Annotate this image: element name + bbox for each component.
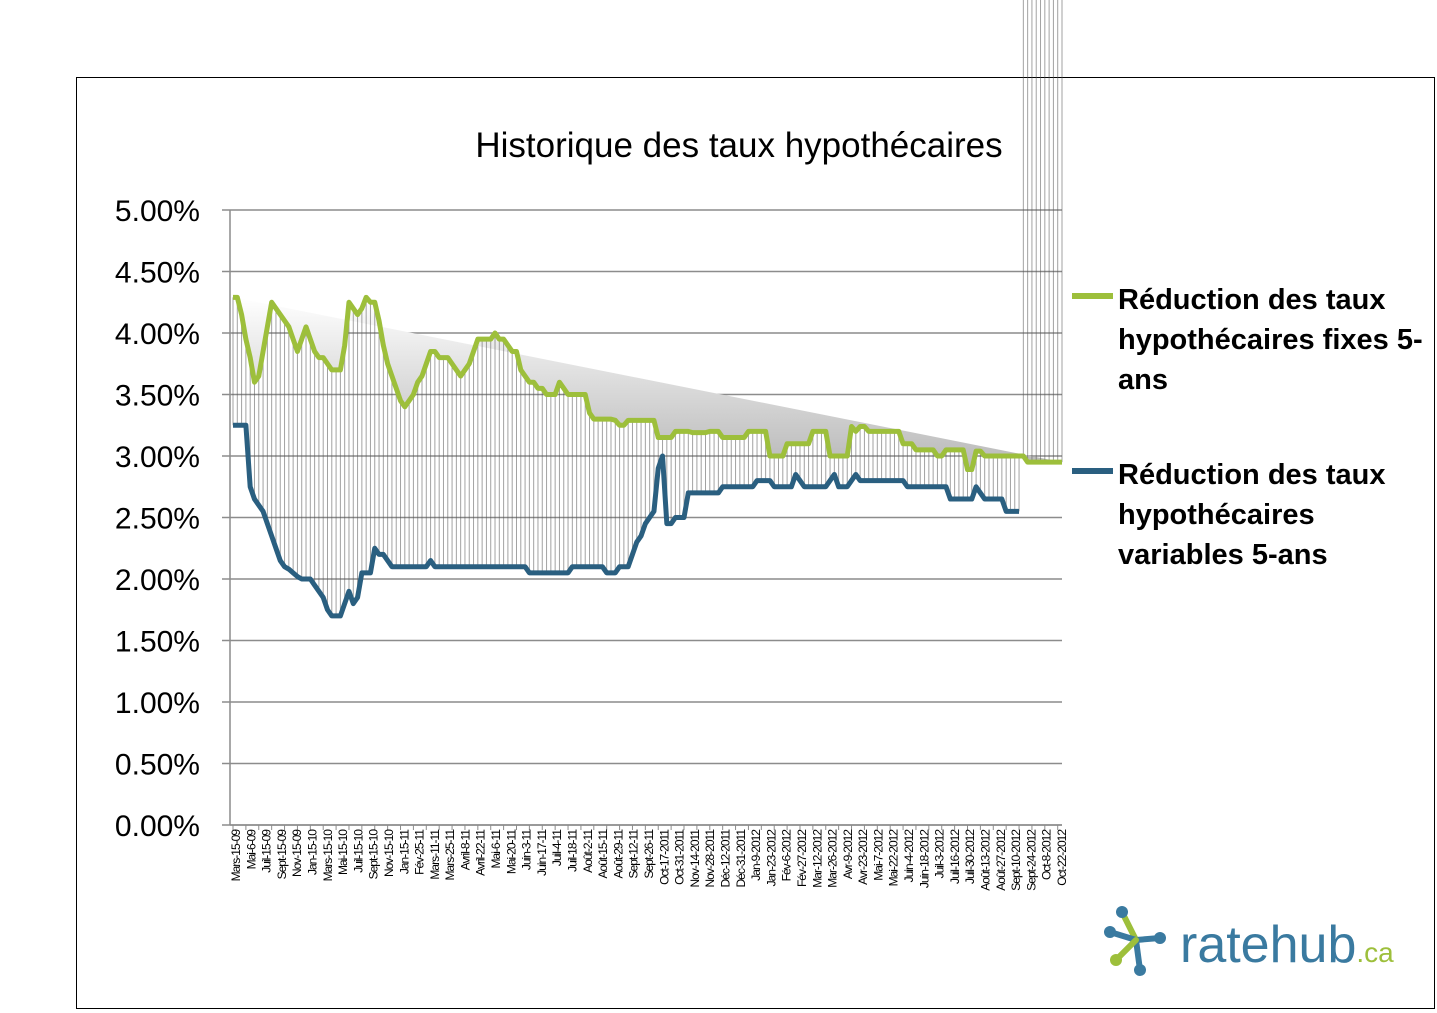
x-tick-label: Juil-4-11	[550, 829, 564, 866]
x-tick-label: Mars-15-10	[321, 829, 335, 882]
x-tick-label: Mar-12-2012	[810, 829, 824, 888]
x-tick-label: Août-2-11	[581, 829, 595, 873]
y-axis-tick-labels: 0.00% 0.50% 1.00% 1.50% 2.00% 2.50% 3.00% 3.50%…	[115, 195, 200, 843]
x-axis-tick-labels: Mars-15-09 Mai-6-09 Juil-15-09 Sept-15-09 No…	[229, 829, 1069, 891]
y-tick-label: 1.50%	[115, 626, 200, 659]
y-tick-label: 0.50%	[115, 749, 200, 782]
x-tick-label: Août-13-2012	[979, 829, 993, 891]
x-tick-label: Nov-14-2011	[688, 829, 702, 888]
x-tick-label: Juil-15-10	[351, 829, 365, 873]
x-tick-label: Oct-17-2011	[657, 829, 671, 885]
x-tick-label: Sept-12-11	[627, 829, 641, 879]
y-tick-label: 3.50%	[115, 380, 200, 413]
x-tick-label: Juil-16-2012	[948, 829, 962, 884]
x-tick-label: Mai-22-2012	[887, 829, 901, 887]
x-tick-label: Sept-15-09	[275, 829, 289, 880]
x-tick-label: Nov-15-10	[382, 829, 396, 877]
x-tick-label: Jan-23-2012	[764, 829, 778, 887]
x-tick-label: Mai-15-10	[336, 829, 350, 875]
series-line-variable	[233, 422, 1020, 619]
x-tick-label: Mai-20-11	[504, 829, 518, 874]
x-tick-label: Mars-11-11	[428, 829, 442, 880]
y-tick-label: 0.00%	[115, 810, 200, 843]
x-tick-label: Oct-31-2011	[673, 829, 687, 885]
x-tick-label: Sept-26-11	[642, 829, 656, 879]
x-tick-label: Oct-22-2012	[1055, 829, 1069, 886]
y-tick-label: 4.50%	[115, 257, 200, 290]
x-tick-label: Août-27-2012	[994, 829, 1008, 891]
x-axis	[229, 210, 1062, 830]
x-tick-label: Mars-15-09	[229, 829, 243, 882]
x-tick-label: Août-15-11	[596, 829, 610, 879]
x-tick-label: Fév-27-2012	[795, 829, 809, 887]
x-tick-label: Mar-26-2012	[826, 829, 840, 888]
x-tick-label: Sept-15-10	[367, 829, 381, 880]
x-tick-label: Jan-15-10	[305, 829, 319, 875]
x-tick-label: Déc-12-2011	[718, 829, 732, 888]
x-tick-label: Avril-8-11	[458, 829, 472, 871]
x-tick-label: Juil-30-2012	[963, 829, 977, 884]
ratehub-logo: ratehub.ca	[1104, 906, 1394, 976]
x-tick-label: Mai-7-2012	[871, 829, 885, 881]
x-tick-label: Fév-6-2012	[780, 829, 794, 882]
logo-mark-icon	[1104, 906, 1166, 976]
x-tick-label: Juil-15-09	[260, 829, 274, 873]
x-tick-label: Juil-18-11	[566, 829, 580, 872]
x-tick-label: Juil-3-2012	[933, 829, 947, 879]
x-tick-label: Mai-6-09	[244, 829, 258, 870]
x-tick-label: Juin-4-2012	[902, 829, 916, 883]
x-tick-label: Déc-31-2011	[734, 829, 748, 888]
x-tick-label: Avr-23-2012	[856, 829, 870, 885]
x-tick-label: Avr-9-2012	[841, 829, 855, 879]
legend	[1072, 293, 1113, 474]
x-tick-label: Nov-28-2011	[703, 829, 717, 888]
logo-suffix: .ca	[1356, 937, 1394, 968]
x-tick-label: Juin-3-11	[520, 829, 534, 870]
x-tick-label: Août-29-11	[611, 829, 625, 879]
series-line-fixed	[233, 294, 1062, 473]
chart-frame	[76, 77, 1435, 1009]
x-tick-label: Jan-15-11	[397, 829, 411, 874]
x-tick-label: Jan-9-2012	[749, 829, 763, 881]
x-tick-label: Sept-24-2012	[1024, 829, 1038, 891]
x-tick-label: Juin-17-11	[535, 829, 549, 876]
legend-label-variable: Réduction des taux hypothécaires variabl…	[1118, 459, 1386, 571]
y-tick-label: 4.00%	[115, 318, 200, 351]
logo-text: ratehub	[1180, 916, 1356, 974]
x-tick-label: Avril-22-11	[474, 829, 488, 876]
x-tick-label: Nov-15-09	[290, 829, 304, 877]
y-tick-label: 1.00%	[115, 687, 200, 720]
y-tick-label: 5.00%	[115, 195, 200, 228]
y-tick-label: 3.00%	[115, 441, 200, 474]
x-tick-label: Mars-25-11	[443, 829, 457, 881]
legend-label-fixed: Réduction des taux hypothécaires fixes 5…	[1118, 284, 1423, 396]
x-tick-label: Oct-8-2012	[1040, 829, 1054, 880]
x-tick-label: Fév-25-11	[413, 829, 427, 875]
x-tick-label: Juin-18-2012	[917, 829, 931, 888]
chart-title: Historique des taux hypothécaires	[475, 126, 1002, 165]
svg-text:ratehub.ca: ratehub.ca	[1180, 916, 1394, 974]
series-lines	[233, 294, 1062, 619]
y-tick-label: 2.00%	[115, 564, 200, 597]
y-tick-label: 2.50%	[115, 503, 200, 536]
x-tick-label: Mai-6-11	[489, 829, 503, 869]
x-tick-label: Sept-10-2012	[1009, 829, 1023, 891]
